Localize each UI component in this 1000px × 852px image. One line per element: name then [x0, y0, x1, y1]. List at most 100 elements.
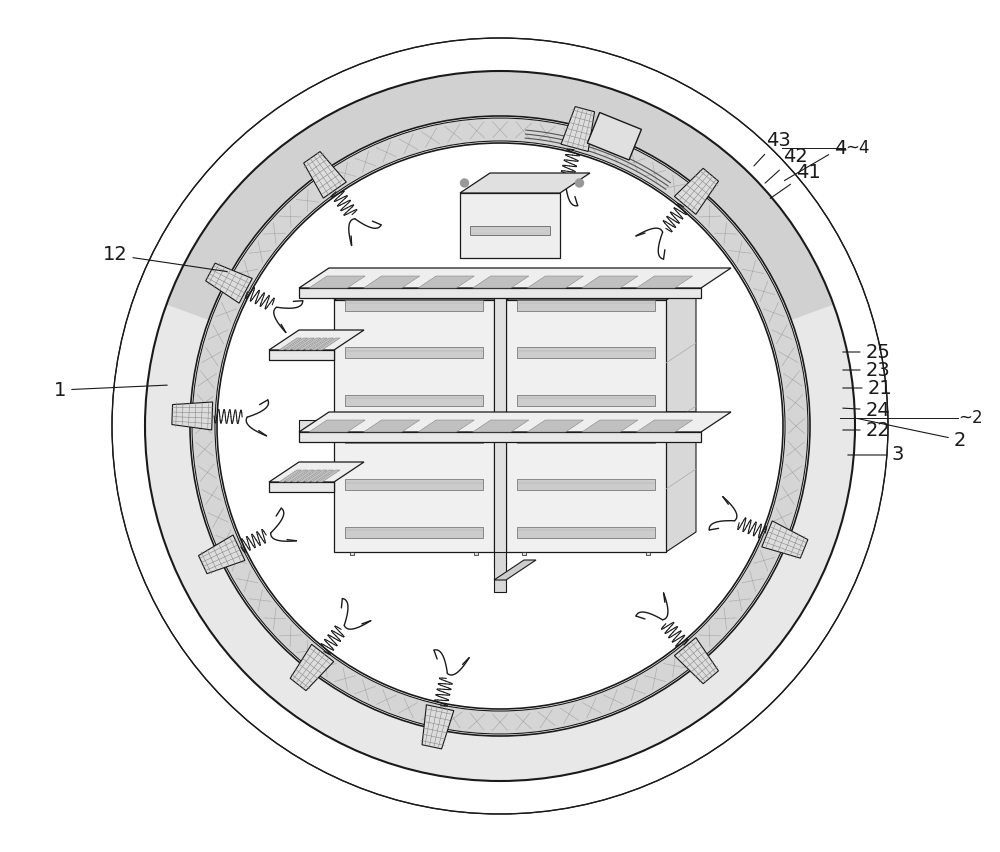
Circle shape	[576, 179, 584, 187]
Bar	[299, 288, 701, 298]
Polygon shape	[292, 470, 314, 482]
Polygon shape	[292, 338, 314, 350]
Text: 43: 43	[754, 130, 790, 166]
Bar	[517, 480, 655, 490]
Polygon shape	[506, 412, 696, 432]
Bar	[345, 394, 483, 406]
Polygon shape	[299, 268, 731, 288]
Bar	[517, 348, 655, 358]
Polygon shape	[364, 420, 420, 432]
Bar	[345, 527, 483, 538]
Bar	[269, 482, 334, 492]
Polygon shape	[473, 276, 529, 288]
Bar	[517, 432, 655, 443]
Bar	[269, 350, 334, 360]
Bar	[299, 420, 701, 432]
Polygon shape	[172, 402, 213, 430]
Polygon shape	[460, 173, 590, 193]
Text: 12: 12	[103, 245, 227, 272]
Polygon shape	[299, 412, 731, 432]
Polygon shape	[285, 470, 308, 482]
Text: 42: 42	[765, 147, 807, 183]
Bar	[517, 300, 655, 311]
Polygon shape	[285, 338, 308, 350]
Polygon shape	[364, 276, 420, 288]
Polygon shape	[587, 112, 641, 160]
Polygon shape	[422, 705, 454, 749]
Bar	[522, 552, 526, 555]
Polygon shape	[309, 276, 365, 288]
Text: ~2: ~2	[958, 409, 983, 427]
Polygon shape	[305, 470, 327, 482]
Bar	[646, 420, 650, 423]
Bar	[334, 300, 494, 420]
Polygon shape	[334, 412, 524, 432]
Polygon shape	[145, 71, 855, 781]
Text: 21: 21	[843, 378, 892, 398]
Text: 24: 24	[843, 400, 890, 419]
Bar	[470, 226, 550, 235]
Polygon shape	[206, 263, 252, 303]
Bar	[474, 552, 478, 555]
Text: 1: 1	[54, 381, 167, 400]
Polygon shape	[506, 280, 696, 300]
Circle shape	[217, 143, 783, 709]
Text: ~4: ~4	[845, 139, 870, 157]
Text: 2: 2	[858, 418, 966, 450]
Text: 41: 41	[770, 163, 820, 199]
Polygon shape	[318, 470, 340, 482]
Bar	[494, 552, 506, 592]
Polygon shape	[269, 462, 364, 482]
Polygon shape	[199, 535, 245, 573]
Polygon shape	[269, 330, 364, 350]
Polygon shape	[279, 470, 302, 482]
Polygon shape	[674, 169, 718, 215]
Bar	[350, 420, 354, 423]
Bar	[522, 420, 526, 423]
Bar	[460, 193, 560, 258]
Bar	[345, 432, 483, 443]
Polygon shape	[309, 420, 365, 432]
Circle shape	[112, 38, 888, 814]
Polygon shape	[636, 276, 693, 288]
Polygon shape	[311, 338, 334, 350]
Polygon shape	[527, 276, 583, 288]
Polygon shape	[418, 420, 474, 432]
Bar	[506, 300, 666, 420]
Text: 23: 23	[843, 360, 890, 379]
Polygon shape	[762, 521, 808, 558]
Polygon shape	[298, 338, 321, 350]
Polygon shape	[561, 106, 595, 152]
Polygon shape	[305, 338, 327, 350]
Polygon shape	[418, 276, 474, 288]
Polygon shape	[666, 280, 696, 552]
Polygon shape	[311, 470, 334, 482]
Polygon shape	[334, 280, 524, 300]
Circle shape	[460, 179, 468, 187]
Bar	[494, 270, 506, 567]
Polygon shape	[290, 644, 334, 691]
Text: 22: 22	[843, 421, 890, 440]
Polygon shape	[298, 470, 321, 482]
Text: 25: 25	[843, 343, 890, 361]
Bar	[506, 432, 666, 552]
Bar	[334, 432, 494, 552]
Bar	[646, 552, 650, 555]
Polygon shape	[494, 560, 536, 580]
Polygon shape	[304, 152, 346, 199]
Bar	[474, 420, 478, 423]
Bar	[350, 552, 354, 555]
Bar	[345, 480, 483, 490]
Text: 4: 4	[784, 139, 846, 181]
Polygon shape	[582, 420, 638, 432]
Polygon shape	[318, 338, 340, 350]
Bar	[345, 348, 483, 358]
Polygon shape	[473, 420, 529, 432]
Polygon shape	[582, 276, 638, 288]
Polygon shape	[674, 637, 718, 683]
Bar	[345, 300, 483, 311]
Polygon shape	[527, 420, 583, 432]
Text: 3: 3	[848, 446, 904, 464]
Bar	[517, 527, 655, 538]
Bar	[517, 394, 655, 406]
